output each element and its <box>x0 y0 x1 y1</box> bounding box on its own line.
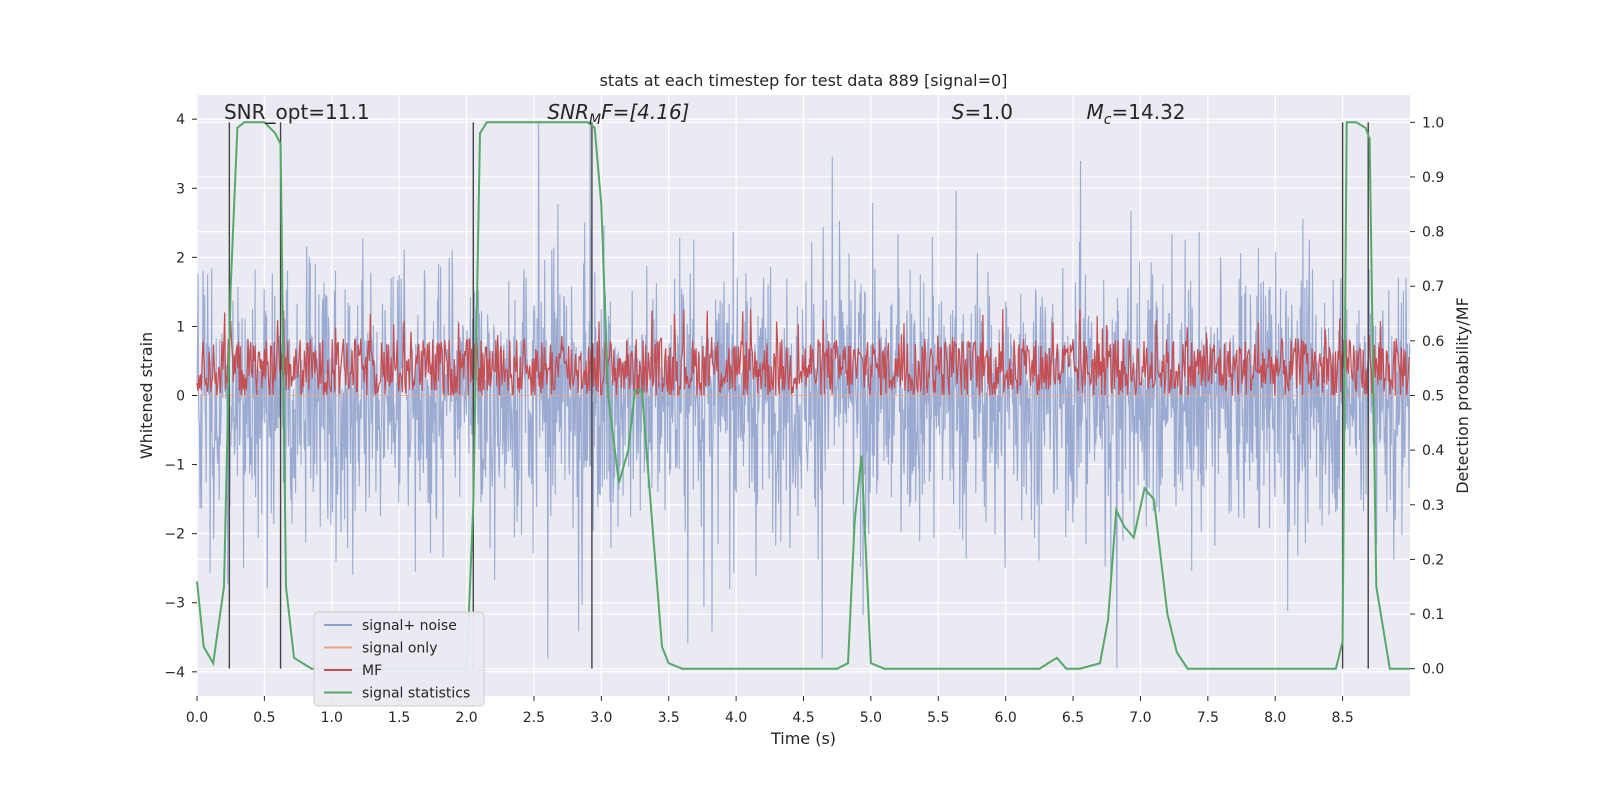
annotation-2: SNRMF=[4.16] <box>547 100 689 128</box>
series-mf <box>196 309 1411 397</box>
x-tick-label: 4.5 <box>792 710 814 726</box>
y2-tick-label: 0.1 <box>1422 607 1444 623</box>
x-axis-label: Time (s) <box>770 729 836 748</box>
x-tick-label: 0.0 <box>186 710 208 726</box>
y2-tick-label: 0.7 <box>1422 279 1444 295</box>
y2-tick-label: 0.4 <box>1422 443 1444 459</box>
y-tick-label: 1 <box>176 319 185 335</box>
annotation-3: S=1.0 <box>952 100 1013 124</box>
x-tick-label: 6.0 <box>995 710 1017 726</box>
y2-tick-label: 0.3 <box>1422 498 1444 514</box>
legend-label: MF <box>362 663 382 679</box>
axes: 0.0 0.5 1.0 1.5 2.0 2.5 3.0 3.5 4.0 4.5 5.0 5.5 6.0 6… <box>164 112 1444 726</box>
x-tick-label: 7.5 <box>1197 710 1219 726</box>
y2-tick-label: 1.0 <box>1422 115 1444 131</box>
x-tick-label: 8.5 <box>1331 710 1353 726</box>
y2-tick-label: 0.9 <box>1422 170 1444 186</box>
annotation-1: SNR_opt=11.1 <box>224 100 370 124</box>
annotation-symbol: SNR <box>547 100 589 124</box>
annotation-value: =1.0 <box>964 100 1013 124</box>
y-tick-label: −4 <box>164 665 185 681</box>
series-signal-statistics <box>196 121 1410 670</box>
x-tick-label: 8.0 <box>1264 710 1286 726</box>
x-tick-label: 2.0 <box>455 710 477 726</box>
x-tick-label: 5.5 <box>927 710 949 726</box>
annotations: SNR_opt=11.1 SNRMF=[4.16] S=1.0 Mc=14.32 <box>224 100 1186 128</box>
annotation-4: Mc=14.32 <box>1087 100 1186 128</box>
y2-tick-label: 0.5 <box>1422 389 1444 405</box>
y2-tick-label: 0.0 <box>1422 662 1444 678</box>
x-tick-label: 5.0 <box>860 710 882 726</box>
y-tick-label: 3 <box>176 181 185 197</box>
y-tick-label: −1 <box>164 458 185 474</box>
legend-label: signal+ noise <box>362 618 457 634</box>
x-tick-label: 1.0 <box>321 710 343 726</box>
x-tick-label: 3.0 <box>590 710 612 726</box>
y-tick-label: −3 <box>164 596 185 612</box>
x-tick-label: 2.5 <box>523 710 545 726</box>
y-tick-label: 2 <box>176 250 185 266</box>
annotation-symbol: S <box>952 100 965 124</box>
annotation-subscript: M <box>589 112 601 128</box>
chart-title: stats at each timestep for test data 889… <box>600 71 1008 90</box>
y2-tick-label: 0.8 <box>1422 225 1444 241</box>
legend: signal+ noise signal only MF signal statist… <box>313 611 485 707</box>
legend-box <box>313 611 485 707</box>
legend-label: signal only <box>362 641 437 657</box>
x-tick-label: 0.5 <box>253 710 275 726</box>
annotation-subscript: c <box>1104 112 1112 128</box>
annotation-value: F=[4.16] <box>601 100 689 124</box>
x-tick-label: 6.5 <box>1062 710 1084 726</box>
x-tick-label: 7.0 <box>1129 710 1151 726</box>
x-tick-label: 1.5 <box>388 710 410 726</box>
y-tick-label: 0 <box>176 389 185 405</box>
y2-tick-label: 0.2 <box>1422 552 1444 568</box>
data-layer <box>196 121 1411 670</box>
annotation-value: =14.32 <box>1112 100 1186 124</box>
y-tick-label: 4 <box>176 112 185 128</box>
x-tick-label: 4.0 <box>725 710 747 726</box>
y-axis-label: Whitened strain <box>137 332 156 459</box>
legend-label: signal statistics <box>362 686 470 702</box>
y2-tick-label: 0.6 <box>1422 334 1444 350</box>
y-tick-label: −2 <box>164 527 185 543</box>
y2-axis-label: Detection probability/MF <box>1453 297 1472 494</box>
x-tick-label: 3.5 <box>658 710 680 726</box>
annotation-symbol: M <box>1087 100 1104 124</box>
